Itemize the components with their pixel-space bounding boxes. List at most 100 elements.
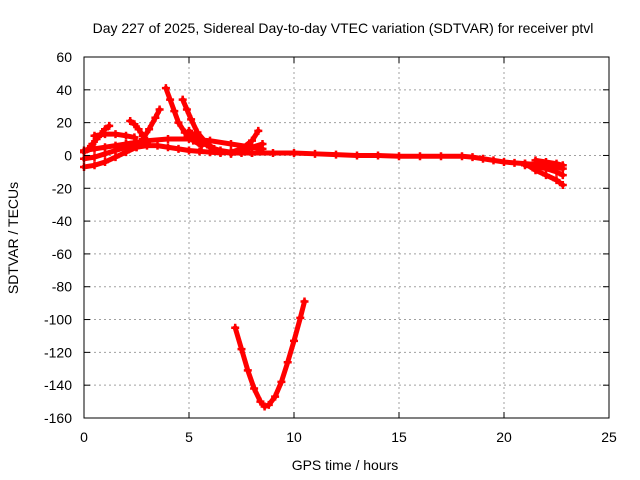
data-point [256, 397, 265, 406]
data-point [489, 156, 498, 165]
data-point [178, 95, 187, 104]
x-tick-label: 0 [80, 429, 88, 445]
data-point [170, 107, 179, 116]
data-point [290, 336, 298, 345]
data-point [271, 392, 280, 401]
data-point [227, 149, 235, 158]
data-point [174, 118, 183, 127]
y-tick-label: -100 [44, 312, 72, 328]
x-tick-label: 20 [496, 429, 512, 445]
series-line [228, 141, 265, 157]
y-tick-label: 20 [56, 115, 72, 131]
data-point [130, 120, 139, 129]
data-point [290, 148, 298, 157]
data-point [195, 147, 204, 156]
y-tick-label: -80 [52, 279, 72, 295]
data-point [500, 158, 508, 167]
data-point [187, 115, 196, 124]
data-point [416, 152, 424, 161]
data-point [206, 136, 214, 145]
data-point [185, 126, 193, 135]
data-point [126, 116, 135, 125]
data-point [237, 146, 246, 155]
data-point [161, 84, 170, 93]
series-outlier-arc [231, 297, 309, 411]
grid [84, 57, 609, 418]
data-point [111, 146, 120, 155]
data-point [254, 126, 263, 135]
data-point [153, 141, 162, 150]
data-point [164, 143, 172, 152]
data-series [80, 84, 567, 411]
y-tick-label: -140 [44, 377, 72, 393]
x-axis-label: GPS time / hours [292, 457, 399, 473]
data-point [151, 113, 160, 122]
data-point [458, 152, 466, 161]
data-point [479, 154, 487, 163]
data-point [374, 151, 382, 160]
data-point [395, 152, 403, 161]
data-point [332, 150, 340, 159]
data-point [182, 105, 191, 114]
data-point [552, 176, 561, 185]
data-point [231, 323, 240, 332]
data-point [88, 139, 97, 148]
data-point [353, 151, 361, 160]
data-point [558, 171, 567, 180]
data-point [130, 133, 139, 142]
data-point [521, 161, 529, 170]
y-tick-label: -120 [44, 344, 72, 360]
data-point [145, 125, 154, 134]
data-point [90, 161, 99, 170]
plot-frame [83, 56, 610, 419]
data-point [269, 148, 277, 157]
y-tick-label: 60 [56, 49, 72, 65]
data-point [510, 158, 519, 167]
data-point [311, 149, 319, 158]
data-point [250, 384, 259, 393]
series-arc-late-2 [531, 156, 567, 170]
data-point [558, 161, 567, 170]
data-point [166, 95, 175, 104]
data-point [134, 125, 143, 134]
data-point [300, 297, 309, 306]
data-point [90, 144, 99, 153]
y-tick-label: -20 [52, 180, 72, 196]
data-point [143, 136, 151, 145]
data-point [264, 400, 273, 409]
y-tick-label: -60 [52, 246, 72, 262]
data-point [185, 135, 193, 144]
x-tick-label: 25 [601, 429, 617, 445]
data-point [164, 135, 172, 144]
data-point [122, 131, 130, 140]
x-tick-label: 5 [185, 429, 193, 445]
data-point [216, 148, 225, 157]
data-point [258, 139, 267, 148]
data-point [237, 345, 246, 354]
data-point [206, 148, 214, 157]
data-point [90, 131, 99, 140]
data-point [185, 146, 193, 155]
data-point [193, 128, 202, 137]
y-tick-label: -160 [44, 410, 72, 426]
data-point [174, 144, 183, 153]
data-point [101, 149, 109, 158]
data-point [296, 313, 305, 322]
data-point [122, 139, 130, 148]
series-arc-early-2 [90, 130, 139, 142]
y-tick-label: -40 [52, 213, 72, 229]
data-point [283, 358, 292, 367]
x-tick-label: 15 [391, 429, 407, 445]
series-line [249, 150, 566, 172]
data-point [558, 180, 567, 189]
x-tick-label: 10 [286, 429, 302, 445]
series-baseline-late [248, 148, 567, 173]
y-tick-label: 0 [64, 147, 72, 163]
data-point [531, 162, 540, 171]
data-point [552, 159, 561, 168]
data-point [437, 152, 445, 161]
data-point [243, 366, 252, 375]
series-arc-9 [227, 139, 267, 158]
data-point [552, 167, 561, 176]
